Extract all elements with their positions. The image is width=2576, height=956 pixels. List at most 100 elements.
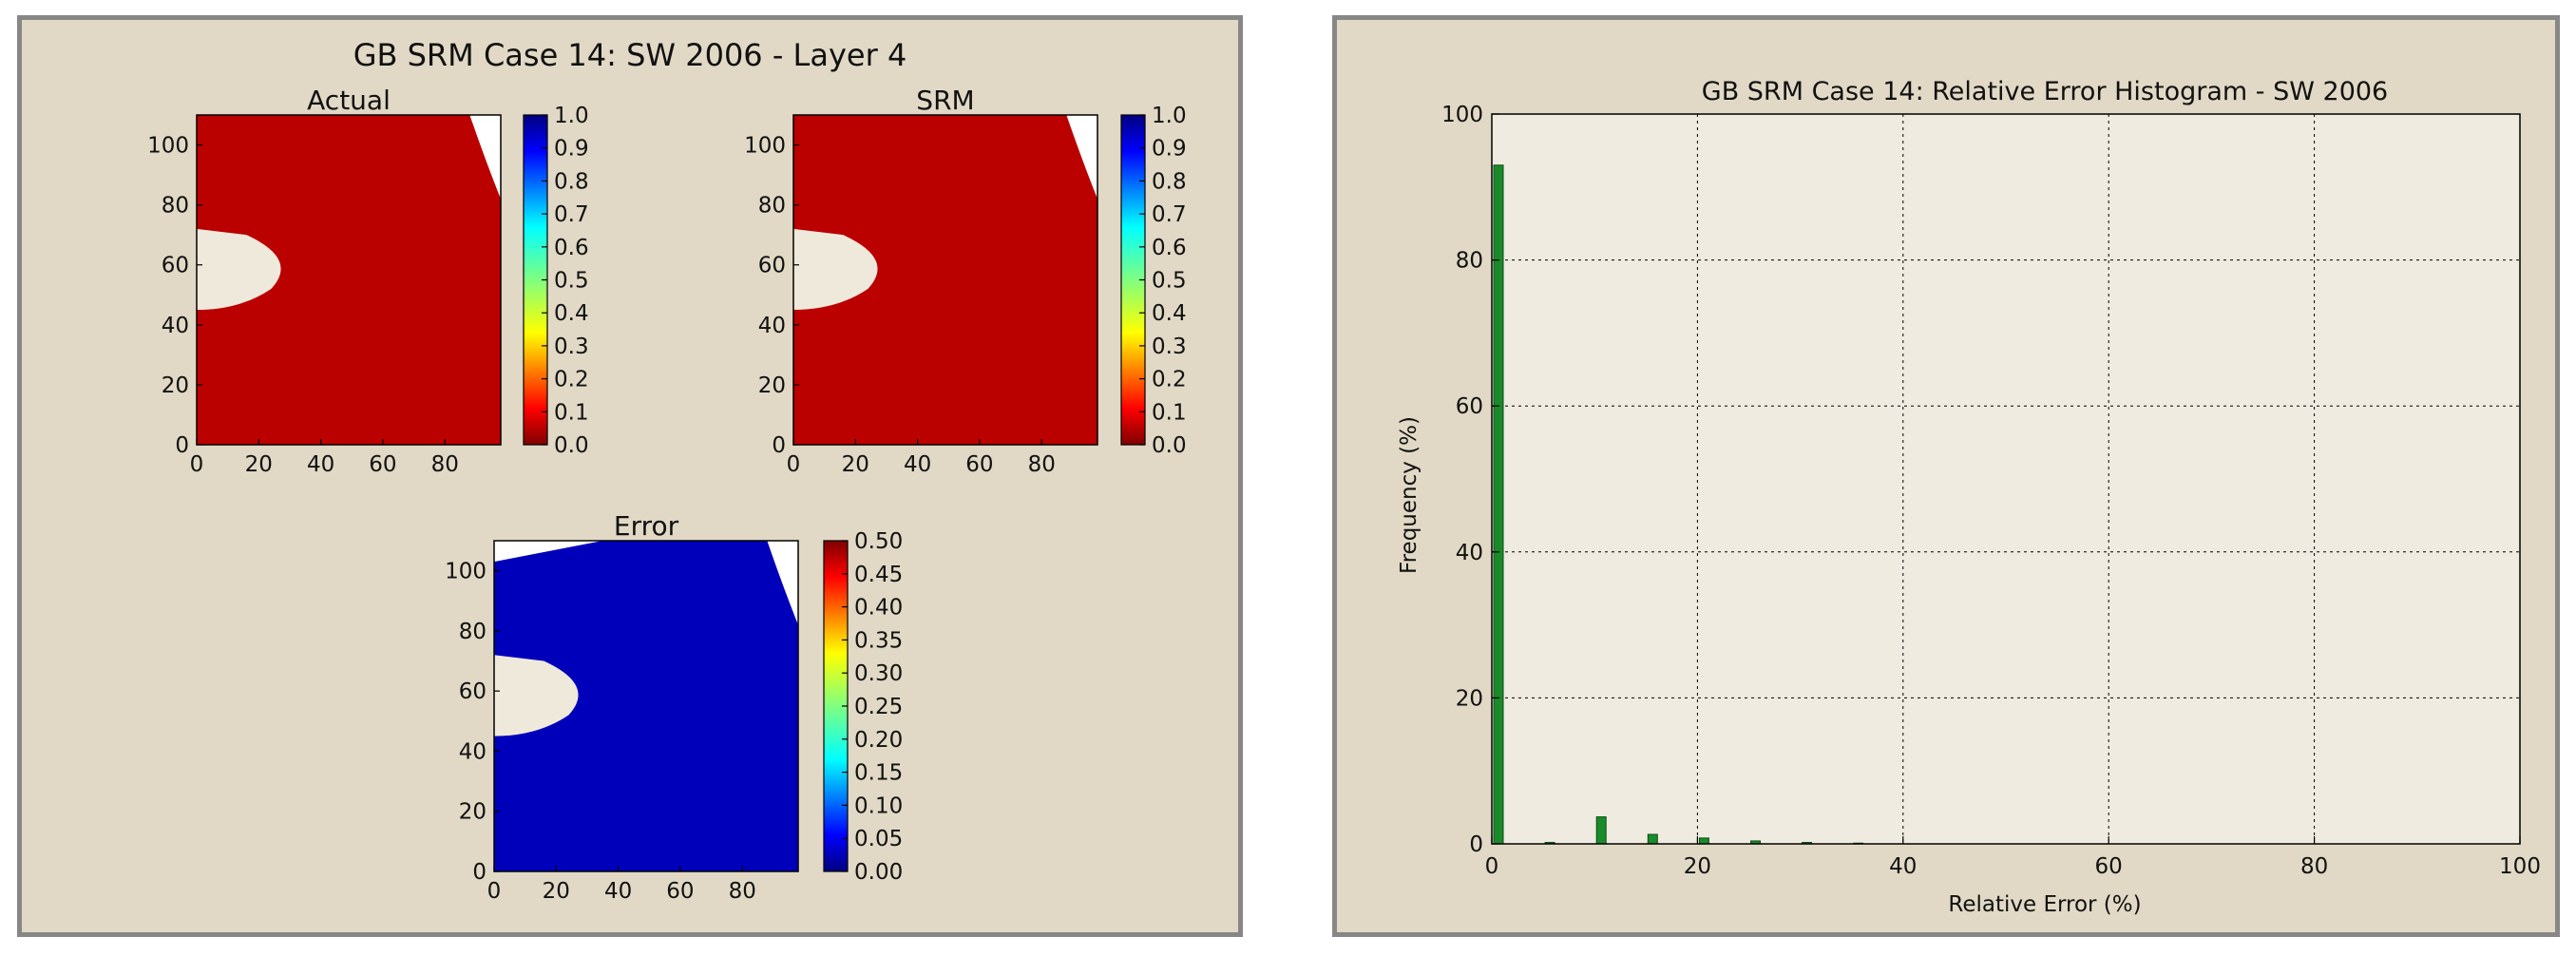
colorbar-tick-label: 0.40 [854,596,903,621]
x-tick-label: 40 [604,879,632,904]
colorbar-tick-label: 0.3 [1152,335,1187,359]
y-tick-label: 0 [1469,832,1483,857]
masked-region [767,541,798,625]
x-tick-label: 0 [787,452,801,477]
masked-region [197,228,281,311]
y-tick-label: 40 [1456,541,1483,565]
x-tick-label: 80 [729,879,756,904]
subplot-title: SRM [916,85,974,116]
y-tick-label: 100 [744,134,786,159]
x-tick-label: 40 [1889,854,1917,879]
colorbar-tick-label: 1.0 [554,104,589,128]
colorbar-tick-label: 0.00 [854,860,903,885]
masked-region [793,228,878,311]
y-tick-label: 20 [1456,686,1483,711]
colorbar-tick-label: 0.5 [1152,269,1187,294]
x-tick-label: 0 [190,452,204,477]
axes-frame [792,114,1098,446]
y-tick-label: 100 [147,134,189,159]
map-figure: GB SRM Case 14: SW 2006 - Layer 4 Actual… [147,37,1186,904]
x-tick-label: 60 [666,879,694,904]
subplot-title: Actual [307,85,391,116]
subplot-error: Error 0 20 40 60 80 0 20 40 60 80 100 0.00 0.05 0.10 0.… [445,510,903,904]
colorbar-tick-label: 0.9 [554,137,589,162]
colorbar-tick-label: 0.5 [554,269,589,294]
colorbar-tick-label: 0.3 [554,335,589,359]
y-tick-label: 80 [459,620,487,644]
y-tick-label: 60 [162,254,189,278]
x-tick-label: 80 [1028,452,1056,477]
x-tick-label: 20 [842,452,869,477]
colorbar-tick-label: 0.8 [1152,169,1187,194]
colorbar-tick-label: 1.0 [1152,104,1187,128]
x-tick-label: 80 [431,452,459,477]
histogram-ylabel: Frequency (%) [1397,416,1422,574]
y-tick-label: 20 [758,373,786,398]
axes-frame [196,114,502,446]
colorbar-tick-label: 0.05 [854,827,903,851]
colorbar-tick-label: 0.1 [1152,400,1187,425]
x-tick-label: 20 [1684,854,1711,879]
colorbar-tick-label: 0.35 [854,628,903,653]
colorbar-tick-label: 0.2 [554,368,589,392]
histogram-bar [1647,833,1658,845]
histogram-axes-frame [1491,113,2521,845]
colorbar-tick-label: 0.25 [854,695,903,719]
colorbar-tick-label: 0.7 [1152,202,1187,227]
y-tick-label: 100 [1441,103,1483,127]
x-tick-label: 100 [2499,854,2541,879]
y-tick-label: 0 [472,860,487,885]
masked-region [494,541,603,563]
masked-region [494,655,579,736]
y-tick-label: 60 [459,679,487,704]
y-tick-label: 80 [1456,249,1483,274]
masked-region [469,115,501,200]
x-tick-label: 80 [2300,854,2328,879]
y-tick-label: 20 [459,800,487,825]
y-tick-label: 80 [162,194,189,219]
histogram-bar [1595,816,1607,845]
subplot-srm: SRM 0 20 40 60 80 0 20 40 60 80 100 0.0 0.1 0.2 0.3 0.4 0… [744,85,1186,477]
colorbar-tick-label: 0.10 [854,793,903,818]
colorbar-tick-label: 0.2 [1152,368,1187,392]
x-tick-label: 60 [2095,854,2123,879]
colorbar-tick-label: 0.50 [854,529,903,554]
colorbar-tick-label: 0.9 [1152,137,1187,162]
colorbar-tick-label: 0.6 [1152,236,1187,260]
x-tick-label: 40 [307,452,334,477]
y-tick-label: 40 [162,314,189,338]
colorbar-tick-label: 0.7 [554,202,589,227]
y-tick-label: 40 [758,314,786,338]
masked-region [1066,115,1097,200]
histogram-plot-area [1492,114,2520,844]
histogram-panel: GB SRM Case 14: Relative Error Histogram… [1332,15,2560,937]
histogram-bar [1698,837,1709,845]
y-tick-label: 60 [1456,394,1483,419]
colorbar-tick-label: 0.1 [554,400,589,425]
y-tick-label: 0 [772,433,786,458]
y-tick-label: 40 [459,739,487,764]
x-tick-label: 20 [543,879,570,904]
y-tick-label: 100 [445,560,487,584]
histogram-figure: GB SRM Case 14: Relative Error Histogram… [1397,77,2541,917]
colorbar-tick-label: 0.8 [554,169,589,194]
x-tick-label: 60 [369,452,396,477]
x-tick-label: 20 [245,452,273,477]
colorbar-tick-label: 0.4 [554,301,589,326]
colorbar-tick-label: 0.20 [854,728,903,753]
subplot-actual: Actual 0 20 40 60 80 0 20 40 60 80 100 0.0 0.1 0.2 0.3 0… [147,85,588,477]
colorbar-tick-label: 0.30 [854,661,903,686]
y-tick-label: 20 [162,373,189,398]
colorbar-tick-label: 0.6 [554,236,589,260]
y-tick-label: 60 [758,254,786,278]
histogram-title: GB SRM Case 14: Relative Error Histogram… [1702,77,2388,106]
colorbar-tick-label: 0.0 [1152,433,1187,458]
x-tick-label: 0 [487,879,502,904]
figure-suptitle: GB SRM Case 14: SW 2006 - Layer 4 [353,37,907,73]
histogram-xlabel: Relative Error (%) [1948,892,2141,917]
histogram-bar [1493,164,1504,845]
colorbar-tick-label: 0.45 [854,563,903,587]
colorbar-tick-label: 0.15 [854,761,903,786]
colorbar-tick-label: 0.0 [554,433,589,458]
y-tick-label: 80 [758,194,786,219]
